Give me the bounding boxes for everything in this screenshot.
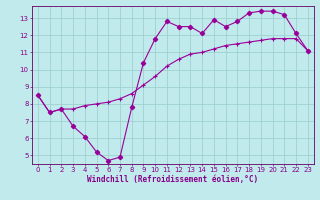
X-axis label: Windchill (Refroidissement éolien,°C): Windchill (Refroidissement éolien,°C) <box>87 175 258 184</box>
